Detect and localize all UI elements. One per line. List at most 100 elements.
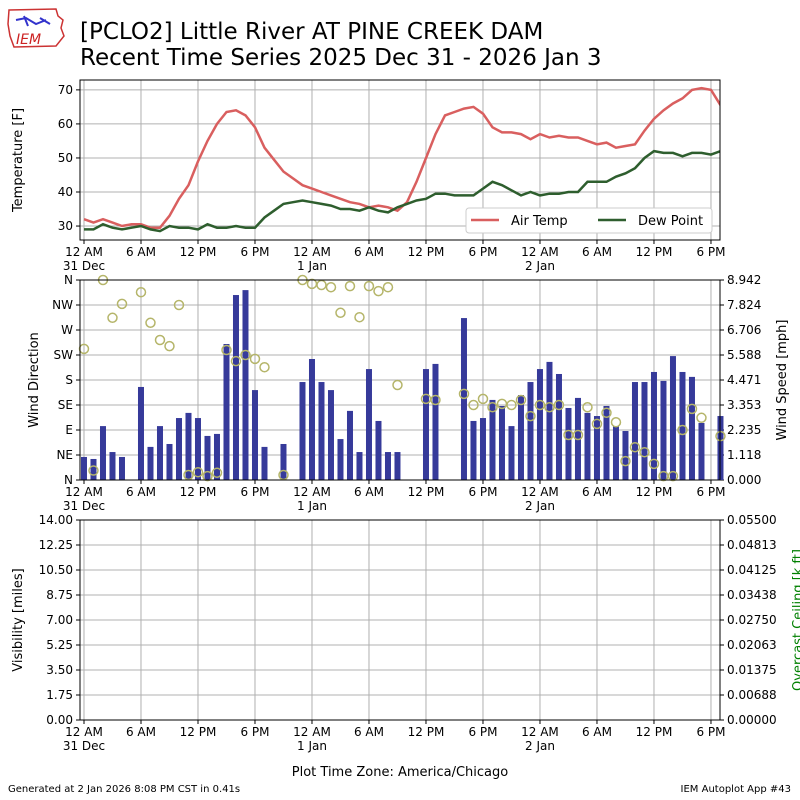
y-tick-label: N: [64, 473, 73, 487]
y2-tick-label: 0.02750: [727, 613, 777, 627]
wind-direction-point: [515, 394, 527, 406]
generated-note: Generated at 2 Jan 2026 8:08 PM CST in 0…: [8, 784, 241, 795]
wind-speed-bar: [384, 452, 391, 480]
x-tick-label: 6 PM: [696, 725, 725, 739]
wind-direction-point: [240, 349, 251, 361]
y-tick-label: W: [61, 323, 73, 337]
x-tick-label: 12 PM: [636, 725, 673, 739]
wind-speed-bar: [565, 407, 572, 480]
wind-direction-point: [601, 407, 612, 419]
x-tick-label: 6 AM: [126, 245, 156, 259]
wind-speed-bar: [365, 369, 372, 480]
y2-tick-label: 7.824: [727, 298, 761, 312]
y-tick-label: 10.50: [39, 563, 73, 577]
wind-direction-point: [696, 412, 707, 424]
x-tick-label: 12 PM: [180, 485, 217, 499]
y-tick-label: 7.00: [46, 613, 73, 627]
wind-direction-point: [335, 307, 346, 319]
wind-direction-point: [667, 470, 679, 482]
wind-speed-bar: [280, 443, 287, 480]
y2-tick-label: 0.03438: [727, 588, 777, 602]
wind-direction-point: [221, 344, 232, 356]
y-tick-label: NE: [56, 448, 73, 462]
wind-direction-point: [211, 467, 223, 479]
wind-speed-bar: [470, 420, 477, 480]
x-date-label: 2 Jan: [525, 499, 555, 513]
y-tick-label: 3.50: [46, 663, 73, 677]
x-tick-label: 12 AM: [65, 725, 103, 739]
wind-direction-point: [525, 410, 536, 422]
x-tick-label: 6 PM: [468, 485, 497, 499]
y-tick-label: 70: [58, 83, 73, 97]
x-tick-label: 6 AM: [582, 725, 612, 739]
x-tick-label: 6 PM: [696, 485, 725, 499]
wind-direction-point: [648, 458, 660, 470]
x-tick-label: 6 AM: [582, 245, 612, 259]
y-tick-label: 12.25: [39, 538, 73, 552]
x-date-label: 2 Jan: [525, 739, 555, 753]
y-tick-label: 0.00: [46, 713, 73, 727]
y2-tick-label: 0.04125: [727, 563, 777, 577]
x-tick-label: 6 AM: [126, 485, 156, 499]
wind-direction-point: [639, 446, 650, 458]
wind-speed-bar: [612, 426, 619, 480]
x-date-label: 31 Dec: [63, 259, 105, 273]
wind-direction-point: [249, 353, 261, 365]
wind-speed-bar: [641, 382, 648, 480]
wind-direction-point: [164, 340, 175, 352]
legend-box: [465, 207, 713, 234]
wind-direction-point: [553, 399, 565, 411]
wind-direction-point: [506, 399, 517, 411]
y-tick-label: 14.00: [39, 513, 73, 527]
axis-label-right: Wind Speed [mph]: [775, 320, 790, 441]
y2-tick-label: 0.00688: [727, 688, 777, 702]
wind-direction-point: [430, 394, 441, 406]
logo-text: IEM: [16, 32, 41, 48]
wind-speed-bar: [299, 382, 306, 480]
wind-direction-point: [192, 466, 204, 478]
wind-speed-bar: [337, 439, 344, 480]
wind-speed-bar: [498, 405, 505, 480]
wind-direction-point: [392, 379, 403, 391]
chart-title-line2: Recent Time Series 2025 Dec 31 - 2026 Ja…: [80, 45, 602, 71]
wind-speed-bar: [660, 380, 667, 480]
y-tick-label: 50: [58, 151, 73, 165]
wind-direction-point: [458, 388, 470, 400]
wind-speed-bar: [99, 426, 106, 480]
legend-air-temp-label: Air Temp: [511, 214, 568, 229]
chart-title-line1: [PCLO2] Little River AT PINE CREEK DAM: [80, 19, 544, 45]
wind-direction-point: [354, 311, 365, 323]
axes-frame: [79, 79, 721, 241]
x-tick-label: 12 AM: [293, 485, 331, 499]
x-tick-label: 12 PM: [180, 725, 217, 739]
wind-direction-point: [116, 298, 128, 310]
wind-speed-bar: [584, 412, 591, 480]
wind-speed-bar: [166, 443, 173, 480]
wind-speed-bar: [204, 435, 211, 480]
axis-label: Visibility [miles]: [11, 568, 26, 671]
y2-tick-label: 3.353: [727, 398, 761, 412]
wind-direction-point: [325, 281, 337, 293]
wind-speed-bar: [593, 416, 600, 480]
wind-speed-bar: [669, 356, 676, 480]
axes-frame: [79, 279, 721, 481]
y2-tick-label: 0.01375: [727, 663, 777, 677]
axis-label-right: Overcast Ceiling [k ft]: [791, 549, 800, 691]
wind-direction-point: [145, 317, 156, 329]
wind-speed-bar: [622, 431, 629, 480]
x-tick-label: 12 AM: [293, 725, 331, 739]
wind-speed-bar: [517, 395, 524, 480]
wind-speed-bar: [479, 418, 486, 480]
x-tick-label: 12 PM: [636, 245, 673, 259]
wind-speed-bar: [118, 456, 125, 480]
x-date-label: 1 Jan: [297, 259, 327, 273]
x-tick-label: 12 PM: [408, 245, 445, 259]
x-date-label: 2 Jan: [525, 259, 555, 273]
wind-speed-bar: [261, 446, 268, 480]
y-tick-label: 30: [58, 219, 73, 233]
y-tick-label: SE: [58, 398, 73, 412]
x-tick-label: 12 PM: [636, 485, 673, 499]
x-tick-label: 12 AM: [65, 485, 103, 499]
wind-speed-bar: [489, 399, 496, 480]
